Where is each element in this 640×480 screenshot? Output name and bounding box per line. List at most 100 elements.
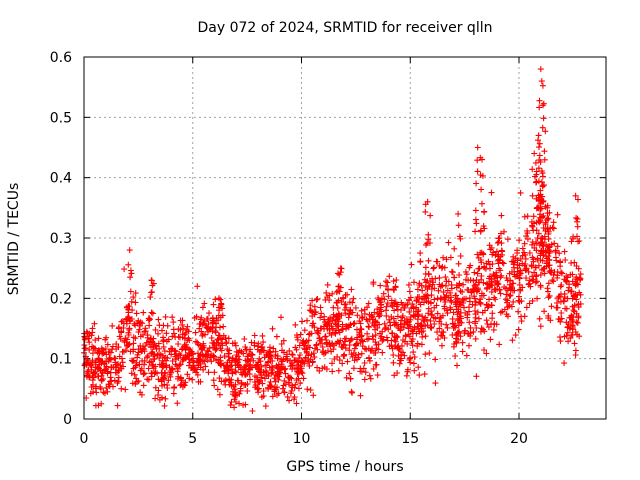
data-point — [133, 359, 140, 366]
data-point — [569, 322, 576, 329]
data-point — [86, 374, 93, 381]
data-point — [140, 332, 146, 338]
data-point — [352, 304, 359, 311]
data-point — [434, 310, 441, 317]
data-point — [395, 352, 402, 359]
data-point — [146, 322, 153, 329]
data-point — [556, 250, 563, 257]
data-point — [286, 347, 293, 354]
data-point — [550, 219, 557, 226]
data-point — [152, 395, 159, 402]
data-point — [470, 277, 477, 284]
data-point — [478, 249, 485, 256]
data-point — [284, 351, 290, 358]
data-point — [156, 322, 163, 329]
data-point — [139, 357, 146, 364]
data-point — [149, 310, 156, 317]
data-point — [135, 317, 142, 324]
data-point — [303, 346, 310, 353]
data-point — [169, 314, 176, 321]
data-point — [439, 342, 445, 349]
data-point — [466, 342, 472, 349]
data-point — [473, 325, 480, 331]
data-point — [409, 301, 416, 308]
data-point — [317, 314, 324, 321]
data-point — [538, 78, 545, 85]
data-point — [131, 371, 138, 378]
data-point — [385, 293, 392, 300]
data-point — [565, 338, 572, 345]
data-point — [538, 196, 545, 203]
data-point — [510, 280, 517, 287]
data-point — [309, 320, 316, 327]
data-point — [342, 301, 349, 308]
data-point — [361, 345, 368, 352]
data-point — [563, 332, 570, 339]
data-point — [149, 282, 156, 289]
data-point — [517, 287, 524, 294]
data-point — [534, 257, 541, 263]
data-point — [343, 323, 350, 329]
data-point — [326, 330, 333, 337]
data-point — [351, 357, 358, 364]
data-point — [322, 333, 329, 340]
data-point — [164, 385, 171, 391]
data-point — [164, 322, 171, 329]
data-point — [307, 302, 314, 309]
data-point — [529, 223, 536, 230]
data-point — [472, 314, 479, 321]
data-point — [575, 196, 581, 203]
data-point — [270, 345, 277, 352]
data-point — [238, 379, 245, 386]
data-point — [398, 307, 404, 313]
data-point — [418, 282, 425, 289]
data-point — [236, 400, 243, 407]
data-point — [524, 236, 531, 243]
data-point — [539, 173, 546, 180]
data-point — [542, 228, 549, 234]
data-point — [408, 261, 415, 268]
data-point — [492, 252, 499, 259]
data-point — [569, 235, 576, 242]
data-point — [545, 288, 551, 295]
data-point — [88, 362, 95, 369]
data-point — [544, 210, 551, 217]
data-point — [484, 301, 490, 308]
data-point — [537, 66, 544, 73]
data-point — [224, 364, 231, 371]
data-point — [418, 341, 425, 348]
data-point — [545, 280, 552, 287]
data-point — [102, 346, 109, 352]
data-point — [318, 310, 325, 317]
data-point — [397, 357, 403, 364]
data-point — [328, 348, 335, 355]
data-point — [335, 367, 342, 374]
data-point — [171, 330, 177, 337]
data-point — [89, 357, 96, 364]
data-point — [135, 349, 142, 356]
data-point — [519, 284, 526, 291]
data-point — [118, 385, 125, 392]
data-point — [535, 262, 542, 269]
data-point — [346, 338, 353, 345]
data-point — [344, 323, 350, 330]
data-point — [372, 326, 379, 333]
data-point — [474, 144, 481, 151]
data-point — [409, 342, 416, 349]
data-point — [366, 372, 373, 379]
data-point — [504, 236, 511, 243]
data-point — [279, 385, 286, 392]
data-point — [487, 273, 493, 280]
data-point — [151, 356, 158, 362]
data-point — [564, 295, 571, 302]
data-point — [421, 318, 427, 325]
data-point — [125, 261, 132, 268]
data-point — [130, 357, 137, 364]
data-point — [140, 382, 147, 389]
data-point — [460, 281, 467, 288]
data-point — [201, 300, 208, 307]
data-point — [554, 268, 561, 275]
y-tick-label: 0.6 — [50, 50, 72, 66]
data-point — [336, 288, 343, 295]
data-point — [540, 266, 547, 272]
